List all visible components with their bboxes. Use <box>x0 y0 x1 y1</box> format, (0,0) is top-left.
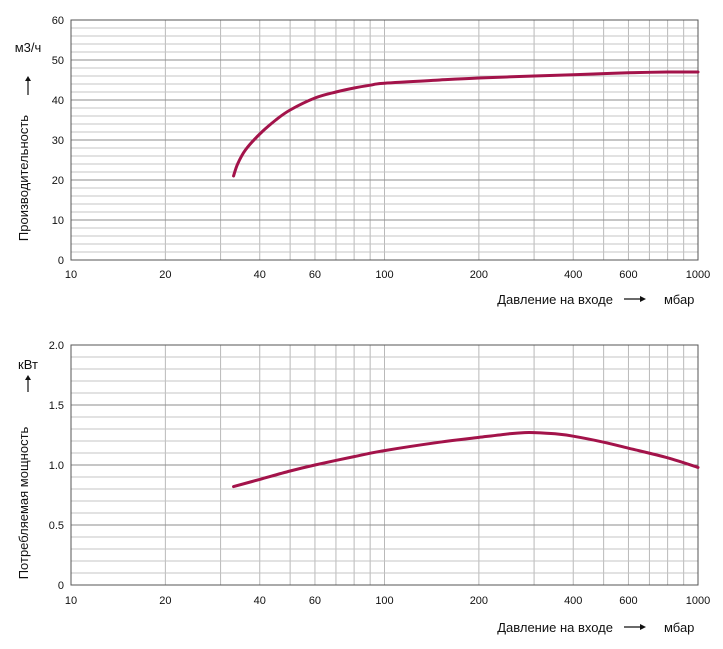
chart-1-plot-frame <box>70 344 699 586</box>
chart-0-x-axis-label: Давление на входе <box>497 292 613 307</box>
chart-1-y-tick-label: 0.5 <box>49 520 64 532</box>
chart-1-x-tick-label: 100 <box>375 595 393 607</box>
chart-0-y-unit-label: м3/ч <box>15 40 42 55</box>
chart-1-x-arrow-head-icon <box>640 624 646 630</box>
chart-0-x-tick-label: 1000 <box>686 269 710 281</box>
chart-1-x-tick-label: 200 <box>470 595 488 607</box>
chart-1-y-arrow-head-icon <box>25 375 31 380</box>
chart-1-y-axis-label: Потребляемая мощность <box>16 426 31 579</box>
chart-1-y-tick-label: 0 <box>58 580 64 592</box>
chart-0-x-tick-label: 200 <box>470 269 488 281</box>
chart-0-y-tick-label: 20 <box>52 175 64 187</box>
chart-0-y-tick-label: 0 <box>58 255 64 267</box>
chart-1-x-tick-label: 10 <box>65 595 77 607</box>
chart-1-y-tick-label: 1.0 <box>49 460 64 472</box>
chart-0-x-tick-label: 600 <box>619 269 637 281</box>
chart-0-x-tick-label: 20 <box>159 269 171 281</box>
chart-0-y-tick-label: 50 <box>52 55 64 67</box>
chart-0-x-tick-label: 60 <box>309 269 321 281</box>
chart-1-x-axis-label: Давление на входе <box>497 620 613 635</box>
chart-1-x-tick-label: 600 <box>619 595 637 607</box>
chart-0-x-tick-label: 100 <box>375 269 393 281</box>
power-chart: 0 0.5 1.0 1.5 2.0 10 20 40 60 100 200 400 600 1000 Пот… <box>16 340 710 635</box>
chart-0-plot-frame <box>70 19 699 261</box>
chart-1-y-unit-label: кВт <box>18 357 38 372</box>
chart-0-x-tick-label: 10 <box>65 269 77 281</box>
chart-1-y-tick-label: 1.5 <box>49 400 64 412</box>
chart-0-y-arrow-head-icon <box>25 76 31 81</box>
chart-1-x-tick-label: 20 <box>159 595 171 607</box>
chart-0-y-tick-label: 60 <box>52 15 64 27</box>
chart-0-x-tick-label: 40 <box>254 269 266 281</box>
chart-0-y-axis-label: Производительность <box>16 115 31 241</box>
chart-1-series-line <box>232 430 700 489</box>
chart-0-y-tick-label: 40 <box>52 95 64 107</box>
chart-1-x-tick-label: 400 <box>564 595 582 607</box>
chart-0-x-unit-label: мбар <box>664 292 694 307</box>
chart-1-y-tick-label: 2.0 <box>49 340 64 352</box>
chart-1-x-tick-label: 60 <box>309 595 321 607</box>
chart-0-y-tick-label: 30 <box>52 135 64 147</box>
chart-0-y-tick-label: 10 <box>52 215 64 227</box>
chart-0-series-line <box>232 70 700 178</box>
chart-1-x-unit-label: мбар <box>664 620 694 635</box>
chart-1-x-tick-label: 1000 <box>686 595 710 607</box>
chart-1-x-tick-label: 40 <box>254 595 266 607</box>
chart-0-x-tick-label: 400 <box>564 269 582 281</box>
chart-0-x-arrow-head-icon <box>640 296 646 302</box>
